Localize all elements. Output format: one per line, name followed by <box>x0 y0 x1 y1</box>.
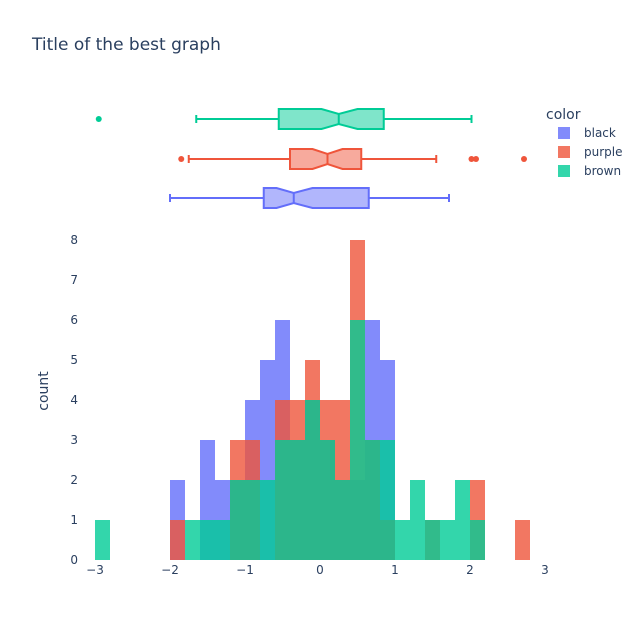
y-axis-title: count <box>36 371 52 411</box>
legend-swatch <box>558 165 570 177</box>
bar-brown <box>245 480 260 560</box>
y-tick-label: 7 <box>70 273 78 287</box>
bar-brown <box>365 440 380 560</box>
y-axis-ticks: 0 1 2 3 4 5 6 7 8 <box>70 233 78 567</box>
box-plot-brown <box>95 108 473 130</box>
bar-purple <box>515 520 530 560</box>
x-tick-label: 1 <box>391 563 399 577</box>
x-tick-label: −2 <box>161 563 179 577</box>
legend-title: color <box>546 107 581 123</box>
bar-brown <box>305 400 320 560</box>
legend-label: black <box>584 126 616 140</box>
x-tick-label: −3 <box>86 563 104 577</box>
bar-brown <box>395 520 410 560</box>
x-tick-label: 0 <box>316 563 324 577</box>
y-tick-label: 2 <box>70 473 78 487</box>
bar-brown <box>320 440 335 560</box>
y-tick-label: 5 <box>70 353 78 367</box>
bar-brown <box>425 520 440 560</box>
box-body <box>277 108 385 130</box>
x-tick-label: −1 <box>236 563 254 577</box>
bar-brown <box>470 520 485 560</box>
x-axis-ticks: −3 −2 −1 0 1 2 3 <box>86 563 549 577</box>
legend: color black purple brown <box>546 107 623 178</box>
legend-item-brown[interactable]: brown <box>558 164 621 178</box>
box-plot-black <box>169 187 450 209</box>
legend-label: brown <box>584 164 621 178</box>
legend-swatch <box>558 127 570 139</box>
box-outlier <box>473 156 479 162</box>
bar-brown <box>380 440 395 560</box>
bar-brown <box>185 520 200 560</box>
bar-brown <box>440 520 455 560</box>
bar-brown <box>335 480 350 560</box>
box-outlier <box>521 156 527 162</box>
bar-brown <box>200 520 215 560</box>
y-tick-label: 1 <box>70 513 78 527</box>
bar-purple <box>170 520 185 560</box>
histogram-bars <box>95 240 530 560</box>
y-tick-label: 6 <box>70 313 78 327</box>
legend-item-purple[interactable]: purple <box>558 145 623 159</box>
box-body <box>289 148 363 170</box>
bar-brown <box>215 520 230 560</box>
bar-brown <box>260 480 275 560</box>
box-outlier <box>178 156 185 162</box>
y-tick-label: 4 <box>70 393 78 407</box>
box-outlier <box>95 116 102 122</box>
bar-brown <box>95 520 110 560</box>
legend-label: purple <box>584 145 623 159</box>
box-outlier <box>468 156 475 162</box>
legend-item-black[interactable]: black <box>558 126 616 140</box>
bar-brown <box>350 320 365 560</box>
x-tick-label: 2 <box>466 563 474 577</box>
y-tick-label: 0 <box>70 553 78 567</box>
marginal-box-plots <box>95 108 527 209</box>
bar-brown <box>410 480 425 560</box>
bar-brown <box>290 440 305 560</box>
y-tick-label: 8 <box>70 233 78 247</box>
box-body <box>262 187 370 209</box>
bar-brown <box>455 480 470 560</box>
x-tick-label: 3 <box>541 563 549 577</box>
box-plot-purple <box>178 148 527 170</box>
bar-brown <box>275 440 290 560</box>
bar-brown <box>230 480 245 560</box>
y-tick-label: 3 <box>70 433 78 447</box>
legend-swatch <box>558 146 570 158</box>
chart-title: Title of the best graph <box>31 35 221 55</box>
